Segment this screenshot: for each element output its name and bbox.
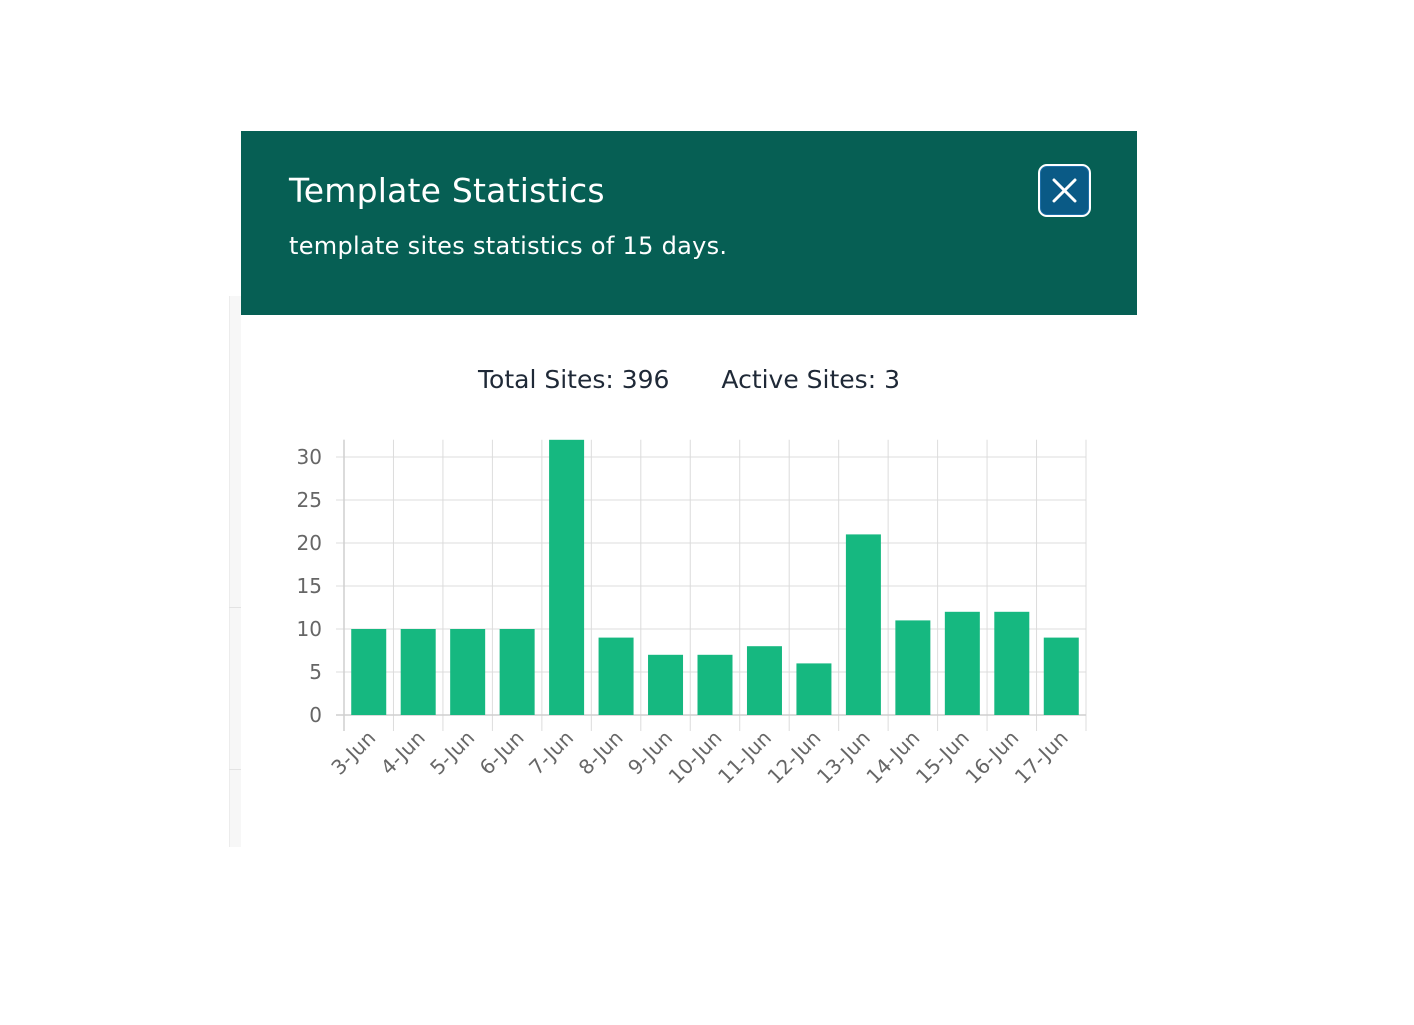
bar (351, 629, 387, 715)
x-tick-label: 3-Jun (326, 726, 380, 780)
x-tick-label: 7-Jun (524, 726, 578, 780)
x-tick-label: 5-Jun (425, 726, 479, 780)
x-tick-label: 17-Jun (1010, 726, 1073, 789)
stats-summary: Total Sites: 396 Active Sites: 3 (241, 365, 1137, 394)
close-icon (1052, 178, 1077, 203)
y-tick-label: 5 (309, 660, 322, 684)
x-tick-label: 4-Jun (376, 726, 430, 780)
total-sites-stat: Total Sites: 396 (478, 365, 670, 394)
y-tick-label: 10 (297, 617, 322, 641)
background-divider (229, 607, 241, 608)
bar (648, 654, 684, 715)
x-tick-label: 15-Jun (911, 726, 974, 789)
background-page-edge (229, 296, 242, 847)
active-sites-stat: Active Sites: 3 (721, 365, 900, 394)
bar (895, 620, 931, 715)
y-tick-label: 30 (297, 445, 322, 469)
template-statistics-modal: Template Statistics template sites stati… (241, 131, 1137, 847)
bar-chart: 0 5 10 15 20 25 30 3-Jun4-Jun5-Jun6-Jun7-Jun8-J… (297, 439, 1087, 789)
modal-subtitle: template sites statistics of 15 days. (289, 232, 728, 260)
bar (994, 611, 1030, 715)
x-tick-label: 6-Jun (475, 726, 529, 780)
x-tick-label: 11-Jun (713, 726, 776, 789)
y-tick-label: 15 (297, 574, 322, 598)
bar (598, 637, 634, 715)
close-button[interactable] (1038, 164, 1091, 217)
y-tick-label: 0 (309, 703, 322, 727)
bar (944, 611, 980, 715)
x-tick-label: 8-Jun (574, 726, 628, 780)
x-tick-label: 16-Jun (960, 726, 1023, 789)
bar (400, 629, 436, 715)
y-tick-label: 25 (297, 488, 322, 512)
bar (697, 654, 733, 715)
y-tick-label: 20 (297, 531, 322, 555)
modal-title: Template Statistics (289, 171, 605, 210)
bar (1043, 637, 1079, 715)
modal-header: Template Statistics template sites stati… (241, 131, 1137, 315)
x-tick-label: 10-Jun (664, 726, 727, 789)
background-divider (229, 769, 241, 770)
bar (746, 646, 782, 715)
bar (450, 629, 486, 715)
x-tick-label: 12-Jun (763, 726, 826, 789)
x-tick-label: 14-Jun (861, 726, 924, 789)
bar (499, 629, 535, 715)
bar (845, 534, 881, 715)
bar (549, 439, 585, 715)
bar (796, 663, 832, 715)
x-tick-label: 13-Jun (812, 726, 875, 789)
